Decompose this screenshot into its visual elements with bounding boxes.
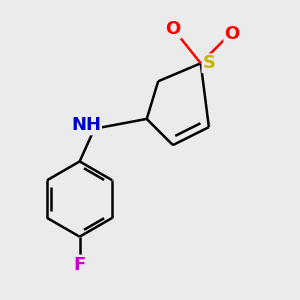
Text: S: S bbox=[202, 54, 215, 72]
Text: O: O bbox=[224, 25, 239, 43]
Text: NH: NH bbox=[71, 116, 101, 134]
Text: F: F bbox=[74, 256, 86, 274]
Text: O: O bbox=[165, 20, 181, 38]
